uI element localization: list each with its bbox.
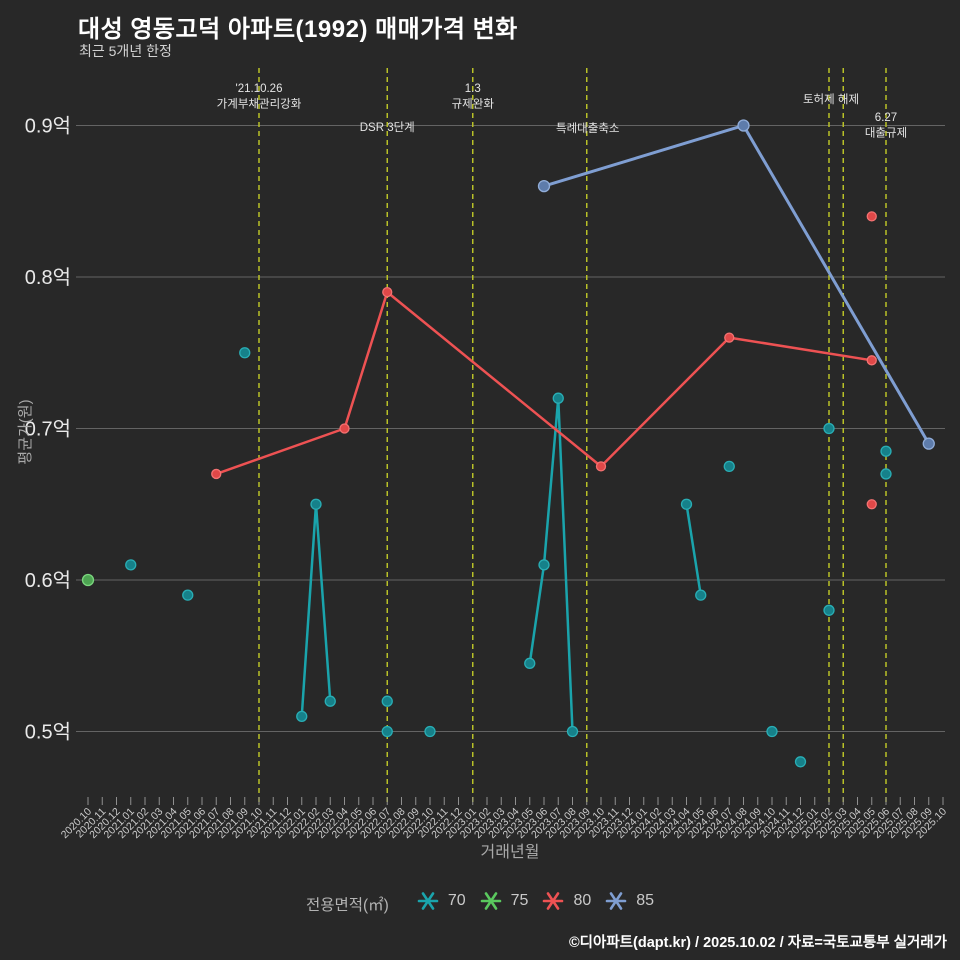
gridlines (76, 125, 945, 732)
data-point-80 (724, 332, 735, 343)
series-line-70 (300, 503, 332, 718)
legend-marker-75 (480, 892, 501, 910)
event-vlines (258, 68, 887, 806)
data-point-70 (296, 710, 308, 722)
data-point-70 (566, 725, 579, 738)
data-point-70 (381, 695, 393, 707)
data-point-85 (922, 437, 935, 450)
y-tick-label: 0.7억 (25, 418, 71, 441)
legend-item-label: 70 (447, 892, 466, 909)
data-point-70 (182, 589, 194, 601)
legend-title: 전용면적(㎡) (305, 896, 389, 914)
event-label: 1.3 (465, 83, 481, 95)
legend: 전용면적(㎡) 70 75 80 85 (0, 891, 960, 916)
data-point-70 (524, 657, 536, 669)
data-point-70 (324, 695, 336, 707)
legend-item-75[interactable]: 75 (480, 891, 529, 911)
data-point-70 (794, 756, 807, 768)
legend-marker-85 (605, 892, 627, 910)
data-point-70 (381, 725, 393, 738)
data-point-80 (382, 286, 393, 298)
data-point-85 (537, 179, 551, 193)
data-point-70 (723, 460, 735, 473)
series-line-85 (542, 124, 931, 446)
data-point-80 (595, 461, 607, 472)
legend-item-70[interactable]: 70 (417, 891, 466, 911)
y-tick-label: 0.5억 (25, 721, 71, 744)
copyright-footer: ©디아파트(dapt.kr) / 2025.10.02 / 자료=국토교통부 실… (568, 935, 947, 951)
data-point-70 (823, 422, 835, 435)
y-axis-title: 평균가(원) (17, 399, 34, 464)
data-point-70 (310, 498, 322, 510)
page-title: 대성 영동고덕 아파트(1992) 매매가격 변화 (78, 16, 518, 43)
legend-item-85[interactable]: 85 (605, 891, 654, 911)
event-label: 6.27 (875, 112, 897, 124)
event-label: 규제완화 (452, 98, 495, 111)
data-point-70 (552, 392, 564, 404)
y-tick-label: 0.8억 (25, 266, 71, 289)
data-point-85 (737, 119, 750, 132)
data-point-80 (211, 468, 222, 480)
event-label: 특례대출축소 (556, 122, 619, 135)
data-series (81, 119, 935, 768)
event-label: 가계부채관리강화 (217, 98, 302, 111)
data-point-80 (339, 423, 350, 434)
x-axis-title: 거래년월 (481, 843, 540, 861)
data-point-70 (424, 725, 436, 738)
legend-item-80[interactable]: 80 (542, 891, 591, 911)
event-label: DSR 3단계 (360, 121, 415, 134)
data-point-80 (866, 355, 877, 366)
legend-item-label: 80 (573, 892, 592, 909)
legend-items: 70 75 80 85 (403, 891, 654, 916)
data-point-70 (680, 498, 693, 510)
y-tick-label: 0.9억 (25, 115, 71, 138)
data-point-70 (125, 559, 137, 571)
event-label: 대출규제 (865, 127, 907, 140)
legend-item-label: 85 (636, 892, 655, 909)
event-label: 토허제 해제 (803, 93, 859, 106)
data-point-80 (866, 499, 877, 510)
event-label: '21.10.26 (236, 83, 283, 95)
data-point-70 (695, 589, 707, 601)
data-point-70 (880, 445, 892, 457)
series-line-80 (215, 290, 873, 476)
data-point-70 (538, 559, 550, 571)
series-line-70 (528, 396, 574, 733)
page-subtitle: 최근 5개년 한정 (79, 43, 172, 59)
y-tick-label: 0.6억 (25, 569, 71, 592)
data-point-70 (880, 468, 892, 480)
data-point-75 (81, 573, 95, 587)
x-axis: 2020.102020.112020.122021.012021.022021.… (59, 797, 949, 841)
legend-marker-80 (543, 892, 564, 910)
data-point-70 (823, 604, 835, 616)
legend-item-label: 75 (510, 892, 529, 909)
data-point-70 (766, 725, 778, 738)
legend-marker-70 (417, 892, 439, 910)
series-line-70 (685, 503, 702, 597)
data-point-70 (239, 347, 251, 359)
y-axis: 0.5억 0.6억 0.7억 0.8억 0.9억 (25, 115, 71, 744)
data-point-80 (866, 211, 877, 222)
